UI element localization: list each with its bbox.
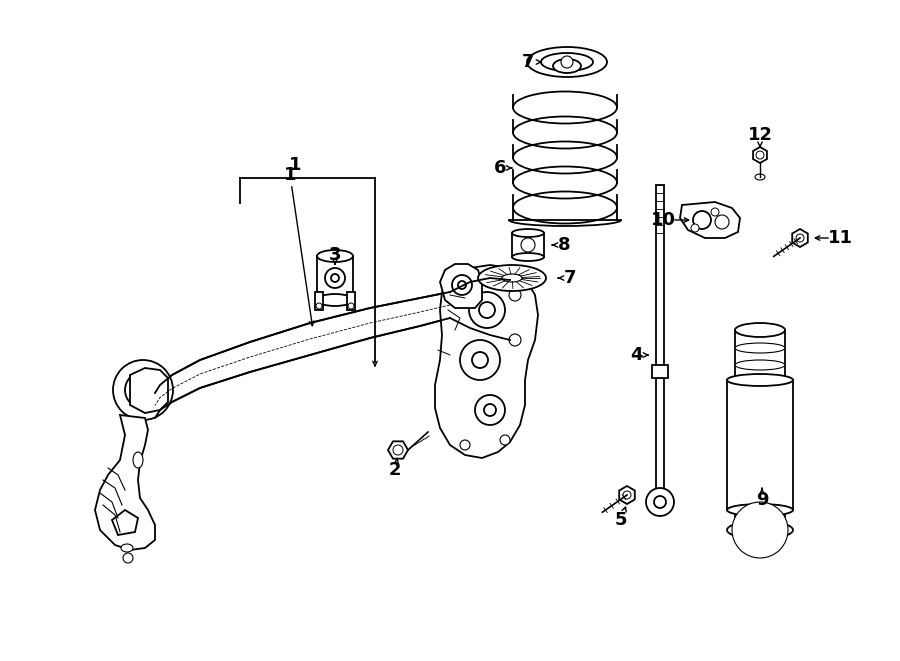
Text: 1: 1 [289, 156, 302, 174]
Ellipse shape [553, 59, 581, 73]
Ellipse shape [735, 323, 785, 337]
Circle shape [331, 274, 339, 282]
Text: 8: 8 [558, 236, 571, 254]
Polygon shape [727, 380, 793, 510]
Polygon shape [155, 292, 450, 418]
Text: 1: 1 [284, 166, 296, 184]
Polygon shape [735, 330, 785, 530]
Circle shape [348, 303, 354, 309]
Polygon shape [317, 256, 353, 300]
Polygon shape [619, 486, 634, 504]
Ellipse shape [727, 374, 793, 386]
Text: 6: 6 [494, 159, 506, 177]
Circle shape [500, 435, 510, 445]
Polygon shape [130, 368, 168, 413]
Circle shape [732, 502, 788, 558]
Circle shape [475, 395, 505, 425]
Circle shape [693, 211, 711, 229]
Text: 9: 9 [756, 491, 769, 509]
Circle shape [460, 340, 500, 380]
Circle shape [654, 496, 666, 508]
Circle shape [463, 283, 477, 297]
Polygon shape [652, 365, 668, 378]
Circle shape [125, 372, 161, 408]
Circle shape [509, 289, 521, 301]
Circle shape [316, 303, 322, 309]
Circle shape [469, 292, 505, 328]
Circle shape [509, 334, 521, 346]
Ellipse shape [541, 53, 593, 71]
Circle shape [135, 382, 151, 398]
Ellipse shape [121, 544, 133, 552]
Polygon shape [95, 415, 155, 550]
Circle shape [452, 275, 472, 295]
Ellipse shape [512, 229, 544, 237]
Circle shape [623, 491, 631, 499]
Ellipse shape [133, 452, 143, 468]
Circle shape [521, 238, 535, 252]
Text: 3: 3 [328, 246, 341, 264]
Polygon shape [435, 265, 538, 458]
Circle shape [561, 56, 573, 68]
Ellipse shape [512, 253, 544, 261]
Ellipse shape [755, 174, 765, 180]
Polygon shape [753, 147, 767, 163]
Circle shape [472, 352, 488, 368]
Circle shape [113, 360, 173, 420]
Ellipse shape [502, 274, 522, 282]
Circle shape [691, 224, 699, 232]
Text: 4: 4 [630, 346, 643, 364]
Text: 5: 5 [615, 511, 627, 529]
Text: 7: 7 [522, 53, 535, 71]
Polygon shape [388, 442, 408, 459]
Ellipse shape [735, 343, 785, 353]
Text: 7: 7 [563, 269, 576, 287]
Circle shape [460, 440, 470, 450]
Text: 10: 10 [651, 211, 676, 229]
Polygon shape [347, 292, 355, 310]
Ellipse shape [527, 47, 607, 77]
Circle shape [756, 151, 764, 159]
Ellipse shape [735, 360, 785, 370]
Polygon shape [112, 510, 138, 535]
Polygon shape [792, 229, 808, 247]
Text: 11: 11 [827, 229, 852, 247]
Polygon shape [440, 264, 482, 308]
Circle shape [479, 302, 495, 318]
Circle shape [393, 445, 403, 455]
Circle shape [484, 404, 496, 416]
Ellipse shape [317, 294, 353, 306]
Text: 12: 12 [748, 126, 772, 144]
Circle shape [325, 268, 345, 288]
Circle shape [796, 234, 804, 242]
Ellipse shape [727, 521, 793, 539]
Circle shape [646, 488, 674, 516]
Text: 2: 2 [389, 461, 401, 479]
Circle shape [123, 553, 133, 563]
Ellipse shape [478, 265, 546, 291]
Ellipse shape [317, 250, 353, 262]
Circle shape [715, 215, 729, 229]
Ellipse shape [727, 504, 793, 516]
Polygon shape [512, 233, 544, 257]
Polygon shape [315, 292, 323, 310]
Circle shape [458, 281, 466, 289]
Circle shape [711, 208, 719, 216]
Polygon shape [680, 202, 740, 238]
Polygon shape [656, 185, 664, 490]
